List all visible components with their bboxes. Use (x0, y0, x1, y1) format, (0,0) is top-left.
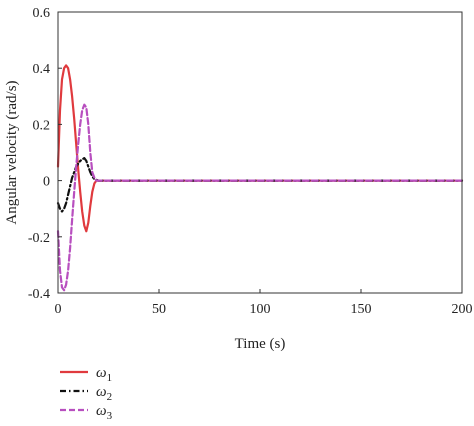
y-tick-label: -0.2 (28, 231, 50, 246)
y-tick-label: 0 (43, 175, 50, 190)
plot-area (56, 64, 464, 292)
x-tick-label: 200 (452, 302, 473, 317)
y-tick-label: -0.4 (28, 287, 50, 302)
plot-frame (57, 11, 463, 294)
series-line-1 (56, 64, 464, 233)
y-tick-label: 0.6 (33, 6, 51, 21)
axes: 0 50 100 150 200 -0.4 -0.2 0 0.2 0.4 0.6 Time (s) An… (4, 6, 473, 352)
y-axis-label: Angular velocity (rad/s) (4, 80, 20, 224)
x-tick-label: 0 (55, 302, 62, 317)
x-tick-label: 100 (250, 302, 271, 317)
legend-label-1: ω1 (96, 365, 112, 384)
y-tick-label: 0.4 (33, 62, 51, 77)
series-line-2 (56, 157, 464, 213)
x-tick-label: 150 (351, 302, 372, 317)
x-tick-label: 50 (152, 302, 166, 317)
legend-label-2: ω2 (96, 384, 112, 403)
y-tick-label: 0.2 (33, 118, 51, 133)
legend-label-3: ω3 (96, 403, 113, 422)
series-line-3 (56, 103, 464, 292)
x-axis-label: Time (s) (235, 336, 286, 352)
